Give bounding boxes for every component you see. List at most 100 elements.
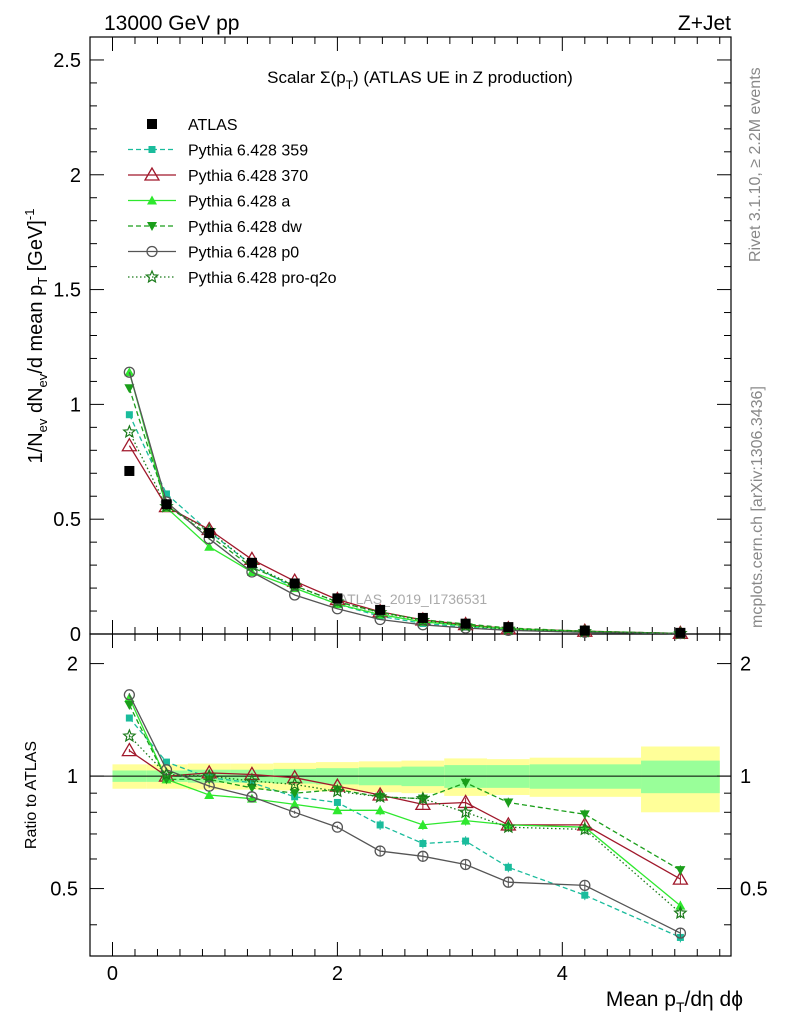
ratio-point-p359 [248, 779, 256, 787]
ratio-point-pdw [289, 789, 300, 799]
legend-label: Pythia 6.428 dw [188, 219, 302, 236]
series-p370 [121, 437, 689, 640]
rivet-label: Rivet 3.1.10, ≥ 2.2M events [747, 67, 764, 262]
point-pp0 [331, 603, 344, 615]
legend-label: ATLAS [188, 117, 238, 134]
ratio-point-pa [675, 900, 686, 910]
x-tick-label: 0 [107, 963, 118, 985]
legend-marker [147, 195, 157, 205]
y-tick-label: 0.5 [53, 509, 81, 531]
header-energy: 13000 GeV pp [104, 12, 239, 35]
ratio-tick-label-left: 2 [67, 654, 78, 676]
ratio-point-pq2o [202, 768, 217, 783]
ratio-point-pp0 [123, 689, 136, 701]
ratio-point-p359 [419, 840, 427, 848]
point-pa [204, 541, 215, 551]
ratio-point-p359 [581, 891, 589, 899]
ratio-point-p370 [672, 870, 689, 885]
ratio-point-pa [417, 819, 428, 829]
legend-item-pa: Pythia 6.428 a [128, 194, 290, 211]
legend-marker [144, 269, 160, 284]
ratio-point-p359 [125, 714, 133, 722]
legend-marker [148, 146, 156, 153]
ratio-point-pq2o [122, 728, 137, 743]
ratio-point-pp0 [579, 879, 591, 892]
legend-item-pp0: Pythia 6.428 p0 [128, 245, 299, 262]
legend-marker [147, 222, 157, 231]
ratio-tick-label-left: 0.5 [50, 879, 78, 901]
legend-item-pq2o: Pythia 6.428 pro-q2o [128, 269, 337, 287]
ratio-point-pq2o [159, 766, 174, 781]
ratio-point-pq2o [330, 783, 345, 798]
x-tick-label: 2 [332, 963, 343, 985]
y-tick-label: 2.5 [53, 50, 81, 72]
line-pdw [128, 388, 681, 635]
legend-item-p359: Pythia 6.428 359 [128, 143, 308, 160]
y-tick-label: 1 [70, 394, 81, 416]
ratio-line-p359 [128, 717, 681, 938]
point-ATLAS [503, 622, 514, 633]
legend-marker [146, 245, 158, 258]
ratio-point-pdw [503, 798, 514, 808]
ratio-point-pp0 [331, 821, 344, 833]
ratio-point-pp0 [374, 845, 386, 857]
ratio-point-pa [375, 805, 386, 815]
point-ATLAS [161, 499, 172, 510]
y-tick-label: 0 [70, 624, 81, 646]
ratio-point-pa [289, 799, 300, 809]
ratio-point-pp0 [203, 780, 215, 792]
ratio-point-pq2o [372, 789, 388, 804]
ratio-point-pq2o [673, 905, 688, 920]
ratio-point-p370 [286, 769, 303, 784]
ratio-point-pa [332, 805, 343, 815]
ratio-point-pp0 [417, 850, 429, 862]
ratio-point-p359 [162, 758, 170, 766]
legend: ATLAS Pythia 6.428 359 Pythia 6.428 370 Pyt… [128, 117, 337, 287]
point-ATLAS [246, 557, 257, 568]
point-ATLAS [417, 612, 428, 623]
point-p359 [162, 490, 170, 498]
ratio-series-p359 [125, 714, 684, 943]
ratio-point-p359 [333, 798, 341, 806]
ratio-point-pq2o [577, 821, 592, 836]
ratio-line-pa [128, 697, 681, 907]
point-ATLAS [332, 593, 343, 604]
ratio-point-pq2o [458, 804, 473, 819]
point-ATLAS [289, 578, 300, 589]
ratio-point-pp0 [502, 876, 514, 888]
ratio-point-pq2o [244, 773, 260, 788]
line-pq2o [128, 431, 681, 635]
axis-ticks [89, 36, 731, 956]
ratio-series-group [121, 689, 689, 943]
ratio-tick-label-right: 0.5 [740, 879, 768, 901]
point-ATLAS [675, 627, 686, 638]
y-axis-label: 1/Nev dNev/d mean pT [GeV]-1 [22, 209, 50, 464]
ratio-series-pq2o [122, 728, 688, 920]
ratio-point-pp0 [459, 858, 472, 871]
main-series-group [121, 366, 689, 640]
ratio-line-pq2o [128, 735, 681, 914]
ratio-point-pa [204, 789, 215, 799]
point-pdw [124, 384, 135, 394]
legend-label: Pythia 6.428 370 [188, 168, 308, 185]
legend-label: Pythia 6.428 p0 [188, 245, 299, 262]
ratio-series-pp0 [123, 689, 687, 939]
ratio-point-pq2o [287, 776, 302, 791]
legend-label: Pythia 6.428 359 [188, 143, 308, 160]
ratio-point-pq2o [501, 819, 516, 834]
point-pp0 [289, 589, 301, 601]
legend-marker [143, 166, 161, 181]
ratio-line-pp0 [128, 694, 681, 934]
ratio-point-pdw [460, 778, 471, 788]
analysis-watermark: ATLAS_2019_I1736531 [339, 591, 488, 607]
point-pa [124, 367, 135, 377]
point-p370 [121, 437, 138, 452]
ratio-point-pp0 [674, 927, 687, 939]
ratio-y-axis-label: Ratio to ATLAS [23, 741, 40, 849]
point-pp0 [123, 366, 136, 378]
legend-marker [147, 119, 157, 129]
legend-item-ATLAS: ATLAS [147, 117, 238, 134]
band-inner-bin [641, 760, 720, 794]
ratio-point-pp0 [289, 806, 301, 818]
